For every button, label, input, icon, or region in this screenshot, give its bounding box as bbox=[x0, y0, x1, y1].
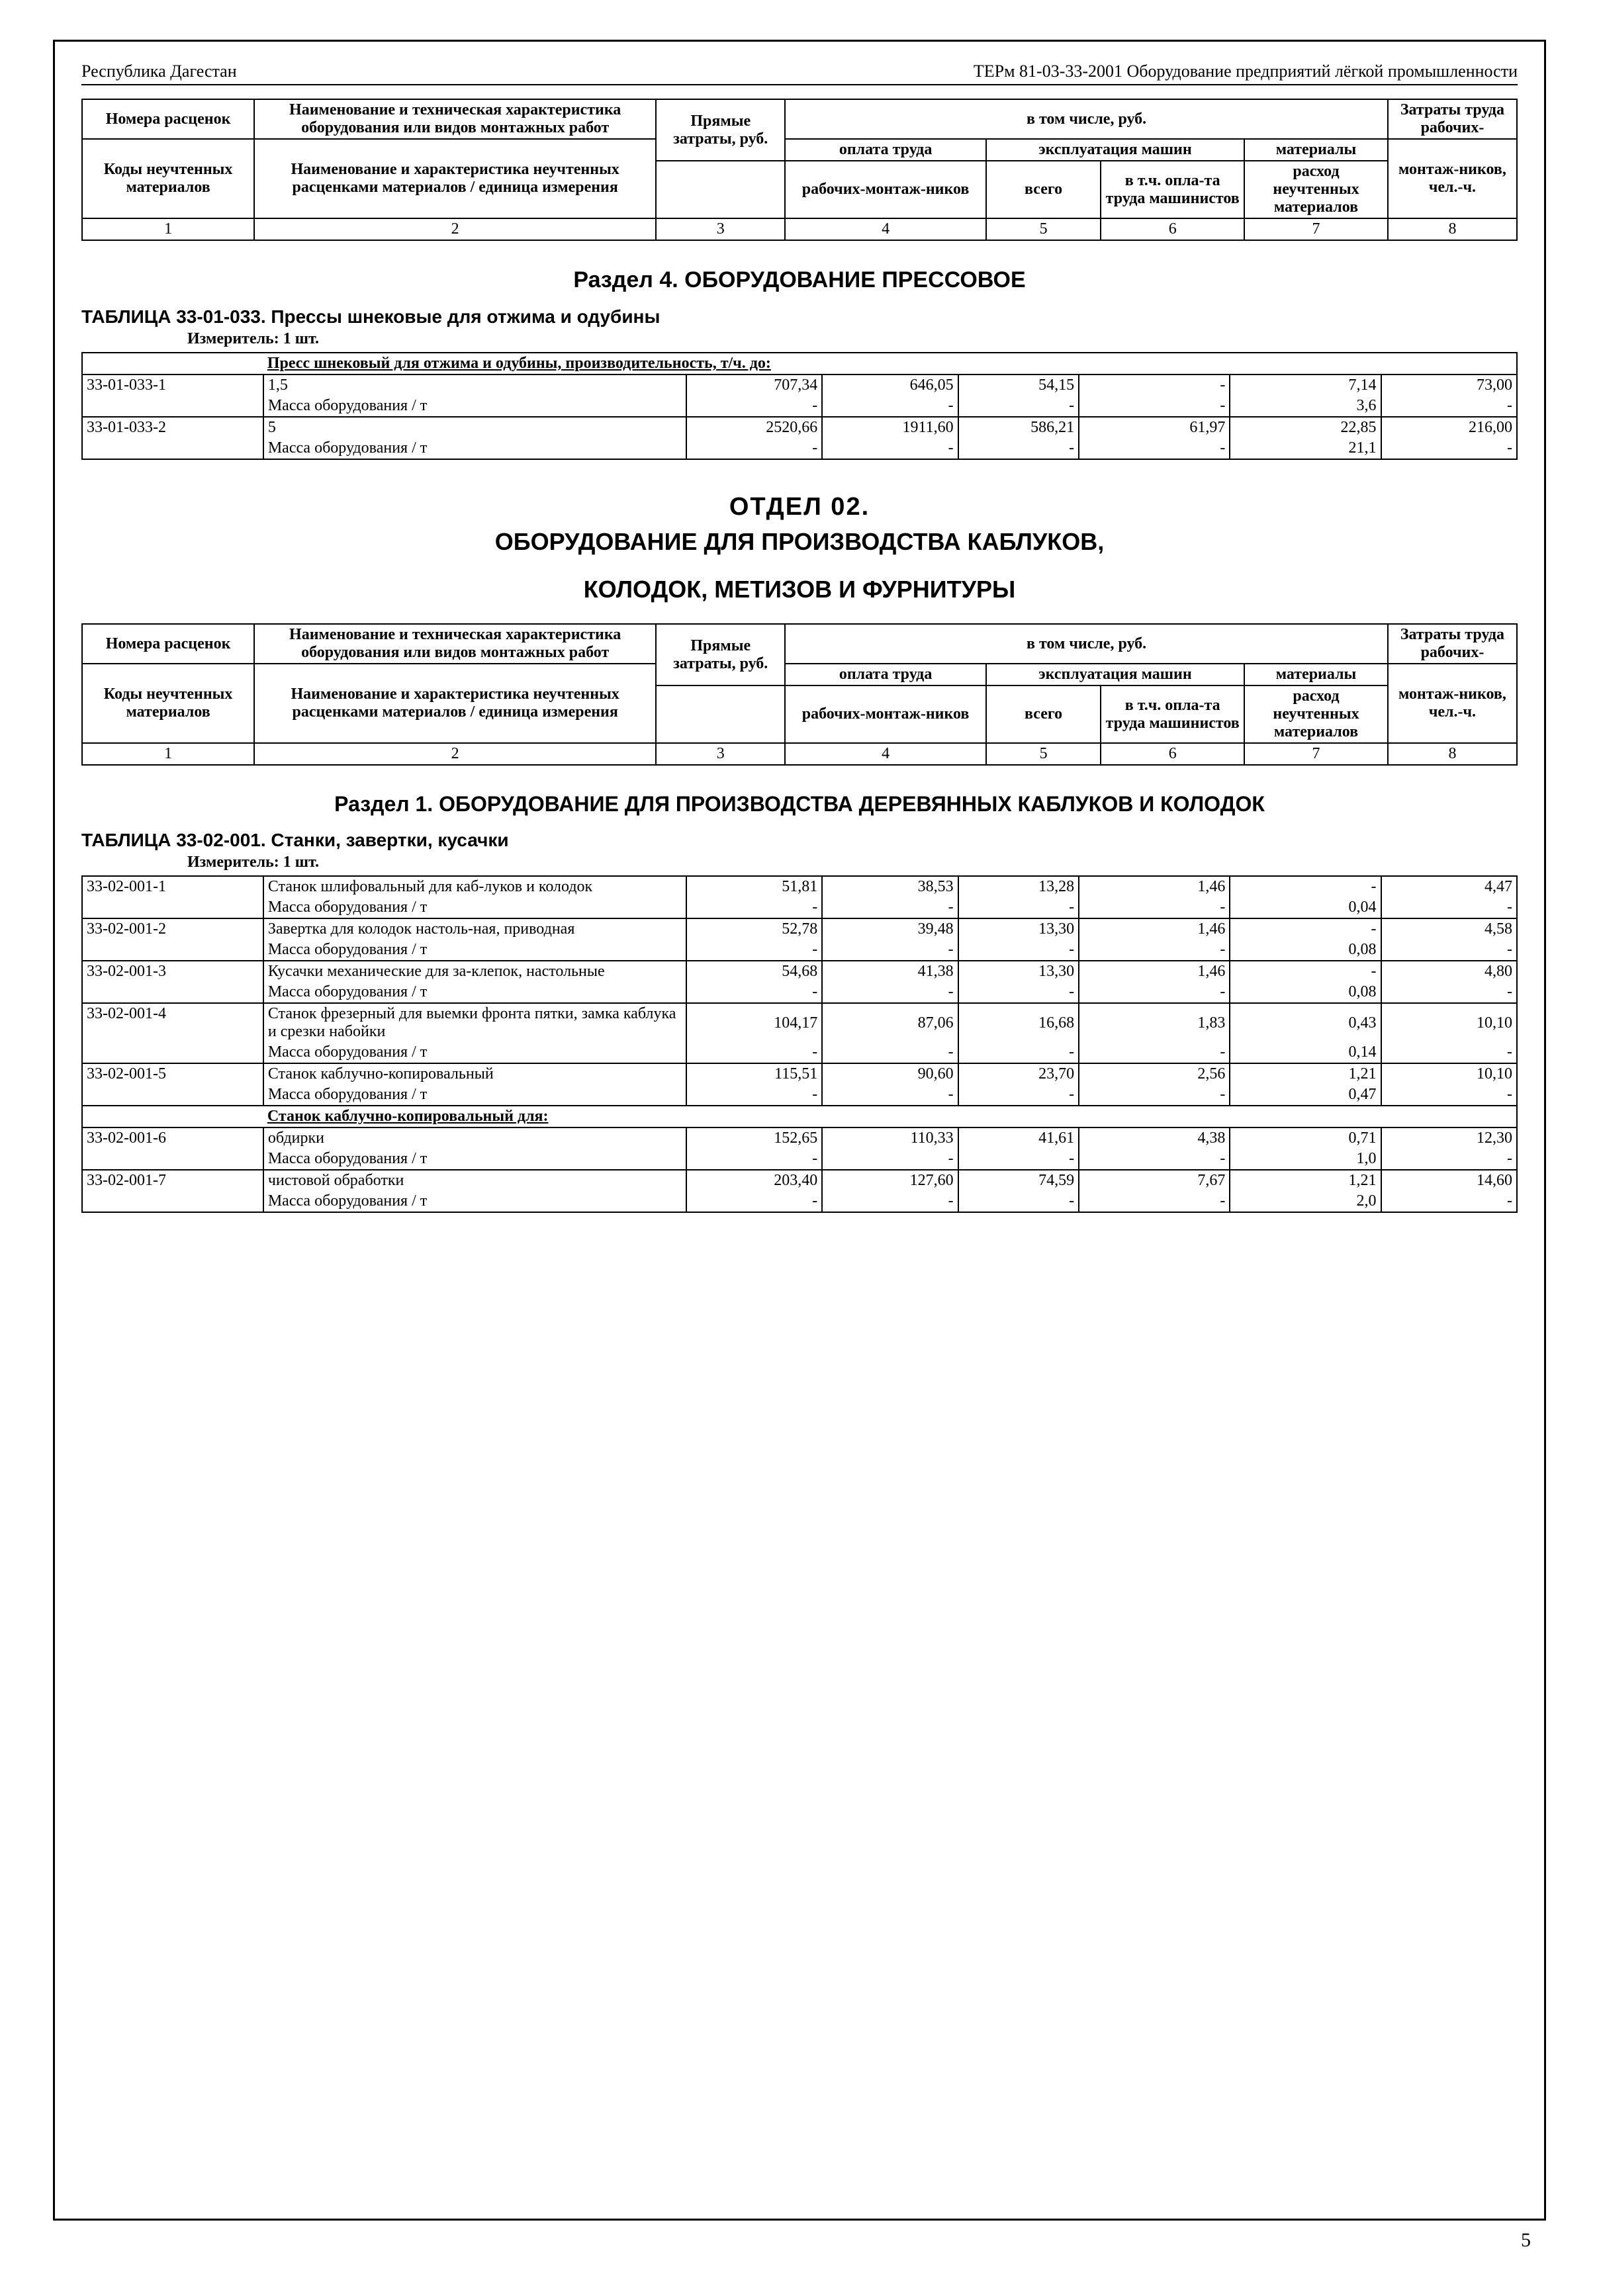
table-row: 33-02-001-2Завертка для колодок настоль-… bbox=[82, 918, 1517, 940]
col1b: Коды неучтенных материалов bbox=[82, 139, 254, 218]
col56: эксплуатация машин bbox=[986, 139, 1244, 161]
num-row: 1 2 3 4 5 6 7 8 bbox=[82, 218, 1517, 240]
table-row: 33-01-033-11,5707,34646,0554,15-7,1473,0… bbox=[82, 375, 1517, 396]
header-right: ТЕРм 81-03-33-2001 Оборудование предприя… bbox=[974, 62, 1518, 81]
mass-row: Масса оборудования / т----3,6- bbox=[82, 396, 1517, 417]
col4b: рабочих-монтаж-ников bbox=[785, 161, 986, 218]
otdel-sub1: ОБОРУДОВАНИЕ ДЛЯ ПРОИЗВОДСТВА КАБЛУКОВ, bbox=[81, 528, 1518, 556]
header-table-1: Номера расценок Наименование и техническ… bbox=[81, 99, 1518, 241]
col8b: монтаж-ников, чел.-ч. bbox=[1388, 139, 1517, 218]
measure-2: Измеритель: 1 шт. bbox=[187, 854, 1518, 871]
page-number: 5 bbox=[1521, 2229, 1531, 2252]
table-033: Пресс шнековый для отжима и одубины, про… bbox=[81, 352, 1518, 460]
mass-row: Масса оборудования / т----0,14- bbox=[82, 1042, 1517, 1063]
table-row: 33-02-001-6обдирки152,65110,3341,614,380… bbox=[82, 1127, 1517, 1149]
mass-row: Масса оборудования / т----0,47- bbox=[82, 1084, 1517, 1106]
table-001: 33-02-001-1Станок шлифовальный для каб-л… bbox=[81, 875, 1518, 1213]
col1a: Номера расценок bbox=[82, 99, 254, 139]
col-top: в том числе, руб. bbox=[785, 99, 1388, 139]
mass-row: Масса оборудования / т----0,08- bbox=[82, 982, 1517, 1003]
col2a: Наименование и техническая характеристик… bbox=[254, 99, 656, 139]
page: Республика Дагестан ТЕРм 81-03-33-2001 О… bbox=[53, 40, 1546, 2221]
header-left: Республика Дагестан bbox=[81, 62, 237, 81]
mass-row: Масса оборудования / т----21,1- bbox=[82, 438, 1517, 459]
measure-1: Измеритель: 1 шт. bbox=[187, 330, 1518, 348]
table-row: 33-02-001-3Кусачки механические для за-к… bbox=[82, 961, 1517, 982]
mass-row: Масса оборудования / т----2,0- bbox=[82, 1191, 1517, 1212]
section-4-title: Раздел 4. ОБОРУДОВАНИЕ ПРЕССОВОЕ bbox=[81, 267, 1518, 293]
table-row: 33-02-001-4Станок фрезерный для выемки ф… bbox=[82, 1003, 1517, 1042]
section-1-title: Раздел 1. ОБОРУДОВАНИЕ ДЛЯ ПРОИЗВОДСТВА … bbox=[81, 792, 1518, 817]
col7b: расход неучтенных материалов bbox=[1244, 161, 1388, 218]
span-row: Пресс шнековый для отжима и одубины, про… bbox=[82, 353, 1517, 375]
header-table-2: Номера расценок Наименование и техническ… bbox=[81, 623, 1518, 766]
col3b bbox=[656, 161, 785, 218]
col7a: материалы bbox=[1244, 139, 1388, 161]
mass-row: Масса оборудования / т----0,04- bbox=[82, 897, 1517, 918]
running-header: Республика Дагестан ТЕРм 81-03-33-2001 О… bbox=[81, 62, 1518, 85]
table-001-title: ТАБЛИЦА 33-02-001. Станки, завертки, кус… bbox=[81, 830, 1518, 851]
col4a: оплата труда bbox=[785, 139, 986, 161]
span-row: Станок каблучно-копировальный для: bbox=[82, 1106, 1517, 1127]
col6: в т.ч. опла-та труда машинистов bbox=[1101, 161, 1244, 218]
otdel-sub2: КОЛОДОК, МЕТИЗОВ И ФУРНИТУРЫ bbox=[81, 576, 1518, 603]
table-row: 33-02-001-5Станок каблучно-копировальный… bbox=[82, 1063, 1517, 1084]
col5: всего bbox=[986, 161, 1101, 218]
mass-row: Масса оборудования / т----0,08- bbox=[82, 940, 1517, 961]
table-033-title: ТАБЛИЦА 33-01-033. Прессы шнековые для о… bbox=[81, 306, 1518, 328]
col3: Прямые затраты, руб. bbox=[656, 99, 785, 161]
otdel-02: ОТДЕЛ 02. bbox=[81, 493, 1518, 521]
col8a: Затраты труда рабочих- bbox=[1388, 99, 1517, 139]
table-row: 33-02-001-1Станок шлифовальный для каб-л… bbox=[82, 876, 1517, 897]
mass-row: Масса оборудования / т----1,0- bbox=[82, 1149, 1517, 1170]
table-row: 33-01-033-252520,661911,60586,2161,9722,… bbox=[82, 417, 1517, 438]
table-row: 33-02-001-7чистовой обработки203,40127,6… bbox=[82, 1170, 1517, 1191]
col2b: Наименование и характеристика неучтенных… bbox=[254, 139, 656, 218]
